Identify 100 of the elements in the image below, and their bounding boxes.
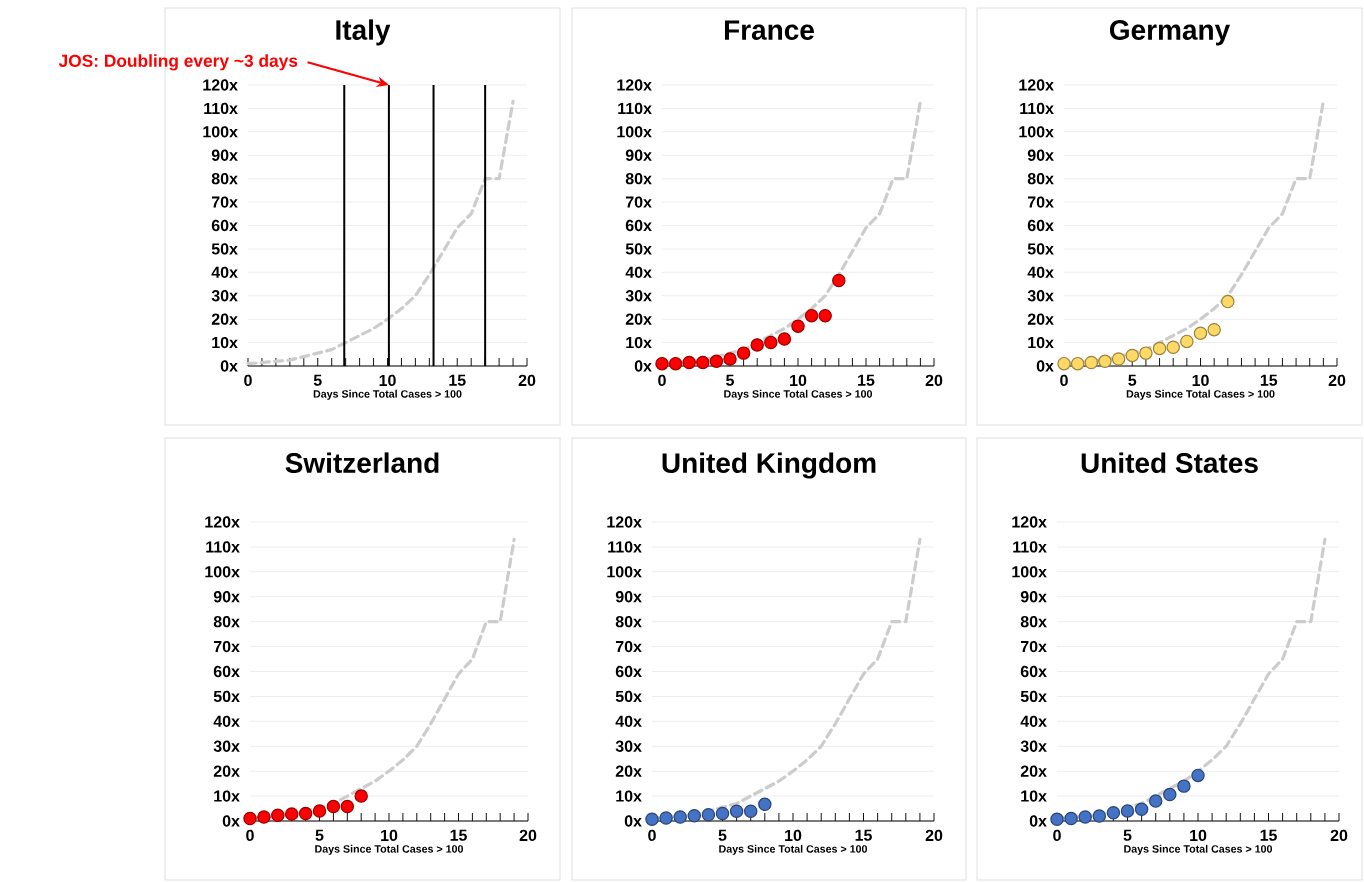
y-tick-label: 10x (1021, 790, 1047, 802)
y-tick-label: 60x (1027, 219, 1054, 232)
x-tick-label: 5 (718, 829, 727, 841)
y-tick-label: 50x (213, 690, 240, 703)
x-tick-label: 0 (1060, 374, 1068, 387)
x-axis-title: Days Since Total Cases > 100 (313, 389, 462, 400)
point (312, 804, 327, 818)
chart-title: Switzerland (285, 452, 439, 473)
point (1064, 811, 1078, 826)
point (1148, 794, 1163, 808)
x-tick-label: 0 (658, 374, 666, 387)
point (1163, 787, 1177, 802)
chart-title: France (724, 20, 814, 40)
y-tick-label: 20x (625, 313, 652, 325)
y-tick-label: 50x (625, 243, 652, 255)
y-tick-label: 40x (213, 715, 240, 727)
point (1098, 354, 1112, 369)
point (791, 319, 805, 333)
y-tick-label: 80x (615, 616, 642, 628)
y-tick-label: 50x (1027, 243, 1054, 255)
annotation: JOS: Doubling every ~3 days (58, 54, 298, 71)
x-tick-label: 10 (1192, 374, 1209, 387)
point (271, 808, 285, 822)
y-tick-label: 40x (625, 266, 652, 278)
y-tick-label: 120x (1019, 79, 1054, 91)
point (326, 799, 341, 814)
y-tick-label: 120x (617, 79, 652, 91)
point (736, 346, 751, 360)
x-tick-label: 10 (790, 374, 807, 387)
x-tick-label: 0 (1053, 829, 1061, 842)
point (1050, 812, 1064, 826)
y-tick-label: 80x (1020, 616, 1047, 628)
point (1134, 802, 1149, 817)
y-tick-label: 100x (203, 126, 238, 138)
y-tick-label: 10x (212, 336, 238, 349)
y-tick-label: 20x (213, 765, 240, 777)
x-tick-label: 20 (925, 374, 943, 387)
point (1111, 352, 1126, 366)
y-tick-label: 10x (1028, 336, 1054, 349)
y-tick-label: 60x (625, 219, 652, 232)
point (1177, 779, 1191, 793)
y-tick-label: 30x (625, 290, 652, 302)
y-tick-label: 70x (615, 640, 642, 653)
y-tick-label: 90x (1027, 149, 1054, 161)
y-tick-label: 90x (625, 149, 652, 161)
x-axis-title: Days Since Total Cases > 100 (315, 844, 464, 855)
y-tick-label: 120x (1012, 516, 1047, 528)
y-tick-label: 100x (1012, 566, 1047, 578)
point (1180, 334, 1194, 349)
y-tick-label: 40x (1027, 266, 1054, 278)
point (1057, 356, 1071, 371)
point (243, 811, 257, 826)
y-tick-label: 80x (211, 173, 238, 185)
x-tick-label: 5 (1128, 374, 1137, 386)
point (1070, 356, 1085, 371)
y-tick-label: 80x (625, 173, 652, 185)
point (1120, 804, 1135, 818)
y-tick-label: 20x (211, 313, 238, 325)
x-tick-label: 20 (1328, 374, 1346, 387)
x-tick-label: 15 (449, 374, 466, 386)
y-tick-label: 0x (1036, 360, 1054, 372)
y-tick-label: 30x (1027, 290, 1054, 302)
point (1166, 340, 1180, 354)
point (668, 356, 683, 371)
point (284, 807, 299, 821)
point (723, 352, 737, 366)
x-axis-title: Days Since Total Cases > 100 (1126, 389, 1275, 400)
x-tick-label: 0 (246, 829, 254, 842)
y-tick-label: 120x (203, 79, 238, 91)
point (1207, 322, 1221, 337)
point (750, 338, 764, 352)
y-tick-label: 60x (213, 665, 240, 678)
point (804, 308, 819, 323)
point (655, 356, 669, 371)
y-tick-label: 60x (615, 665, 642, 678)
chart-title: Germany (1109, 20, 1231, 46)
y-tick-label: 20x (1020, 765, 1047, 777)
x-tick-label: 20 (519, 829, 537, 842)
x-tick-label: 5 (315, 829, 324, 841)
y-tick-label: 100x (205, 566, 240, 578)
x-tick-label: 15 (1260, 829, 1277, 841)
y-tick-label: 0x (1029, 815, 1047, 827)
point (1092, 809, 1107, 823)
y-tick-label: 110x (608, 541, 642, 553)
point (1139, 346, 1153, 360)
y-tick-label: 60x (1020, 665, 1047, 678)
x-axis-title: Days Since Total Cases > 100 (719, 844, 868, 855)
y-tick-label: 70x (625, 196, 652, 208)
x-tick-label: 10 (785, 829, 802, 842)
y-tick-label: 70x (213, 640, 240, 653)
y-tick-label: 30x (615, 740, 642, 752)
point (696, 355, 710, 370)
x-tick-label: 10 (1190, 829, 1207, 842)
point (354, 789, 368, 803)
y-tick-label: 110x (1013, 541, 1047, 553)
y-tick-label: 50x (615, 690, 642, 703)
y-tick-label: 100x (617, 126, 652, 138)
y-tick-label: 120x (607, 516, 642, 528)
y-tick-label: 90x (1020, 591, 1047, 603)
x-tick-label: 20 (925, 829, 943, 842)
